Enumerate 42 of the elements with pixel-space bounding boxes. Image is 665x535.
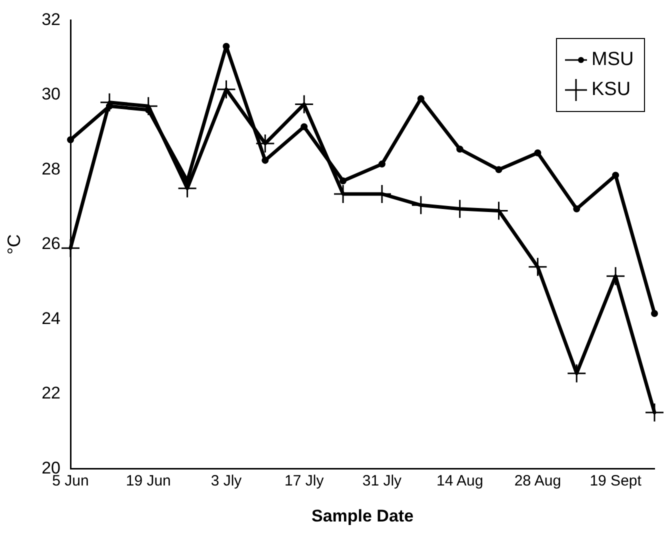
- x-tick-label: 19 Jun: [126, 472, 171, 490]
- x-tick-label: 17 Jly: [284, 472, 324, 490]
- point: [222, 42, 230, 50]
- point: [294, 94, 314, 114]
- point: [606, 266, 626, 286]
- point: [216, 80, 236, 100]
- point: [67, 136, 74, 144]
- y-tick-label: 24: [42, 308, 61, 328]
- y-axis-title: °C: [4, 234, 24, 254]
- point: [417, 95, 424, 102]
- point: [60, 238, 80, 258]
- x-tick-label: 5 Jun: [52, 472, 89, 490]
- point: [495, 166, 502, 174]
- y-tick-label: 32: [42, 10, 61, 29]
- point: [573, 205, 580, 212]
- x-tick-label: 14 Aug: [436, 472, 484, 490]
- point: [644, 402, 664, 422]
- x-tick-label: 3 Jly: [210, 472, 242, 490]
- y-tick-label: 30: [42, 84, 61, 104]
- point: [378, 160, 386, 168]
- point: [340, 177, 347, 184]
- point: [255, 134, 275, 154]
- point: [651, 310, 658, 318]
- point: [106, 102, 113, 110]
- point: [144, 106, 152, 114]
- x-axis-title: Sample Date: [311, 506, 414, 526]
- y-tick-label: 26: [42, 234, 61, 254]
- x-tick-label: 31 Jly: [362, 472, 402, 490]
- y-tick-label: 22: [42, 384, 61, 403]
- y-tick-label: 28: [42, 159, 61, 178]
- x-tick-label: 19 Sept: [590, 472, 642, 490]
- point: [456, 146, 464, 153]
- legend-label: KSU: [592, 79, 631, 102]
- point: [612, 172, 620, 179]
- point: [262, 156, 269, 164]
- point: [566, 364, 586, 384]
- point: [411, 195, 431, 215]
- x-tick-label: 28 Aug: [514, 472, 562, 490]
- point: [528, 257, 548, 277]
- point: [300, 123, 308, 130]
- legend-label: MSU: [592, 49, 634, 72]
- point: [534, 149, 542, 156]
